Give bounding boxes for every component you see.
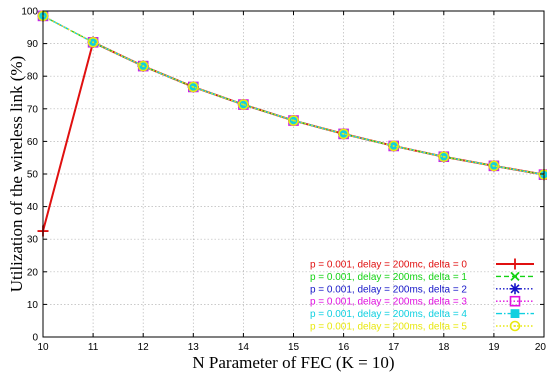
y-axis-label: Utilization of the wireless link (%) bbox=[7, 56, 26, 293]
y-tick-label: 60 bbox=[27, 137, 39, 148]
x-tick-label: 12 bbox=[138, 342, 150, 353]
y-tick-label: 10 bbox=[27, 300, 39, 311]
data-point-5 bbox=[488, 160, 500, 172]
x-tick-label: 17 bbox=[388, 342, 400, 353]
data-point-5 bbox=[87, 36, 99, 48]
legend-marker-center bbox=[514, 325, 516, 327]
series-2 bbox=[37, 10, 547, 181]
data-point-5-center bbox=[492, 164, 495, 167]
data-point-5 bbox=[238, 99, 249, 110]
legend-marker bbox=[510, 309, 520, 319]
data-point-5-center bbox=[142, 65, 145, 68]
data-point-5 bbox=[188, 81, 199, 93]
y-tick-label: 0 bbox=[32, 333, 38, 344]
x-tick-label: 18 bbox=[438, 342, 450, 353]
x-axis-label: N Parameter of FEC (K = 10) bbox=[192, 353, 394, 372]
legend-item-1: p = 0.001, delay = 200ms, delta = 1 bbox=[310, 271, 534, 283]
legend: p = 0.001, delay = 200mc, delta = 0p = 0… bbox=[310, 258, 534, 333]
y-tick-label: 20 bbox=[27, 267, 39, 278]
data-point-5-center bbox=[392, 144, 395, 147]
data-point-5-center bbox=[92, 41, 95, 44]
data-point-5 bbox=[438, 151, 450, 163]
x-tick-label: 11 bbox=[88, 342, 99, 353]
legend-label: p = 0.001, delay = 200ms, delta = 4 bbox=[310, 309, 467, 320]
series-3 bbox=[37, 10, 547, 180]
data-point-5-center bbox=[442, 155, 445, 158]
data-point-5-center bbox=[192, 85, 195, 88]
y-tick-label: 90 bbox=[27, 39, 39, 50]
x-tick-label: 14 bbox=[238, 342, 250, 353]
legend-marker bbox=[510, 271, 520, 282]
grid bbox=[43, 11, 544, 337]
legend-item-2: p = 0.001, delay = 200ms, delta = 2 bbox=[310, 283, 534, 295]
y-tick-label: 80 bbox=[27, 72, 39, 83]
x-tick-label: 10 bbox=[37, 342, 49, 353]
legend-marker bbox=[509, 295, 521, 307]
y-tick-label: 30 bbox=[27, 235, 39, 246]
y-tick-label: 50 bbox=[27, 170, 39, 181]
data-point-5 bbox=[338, 128, 349, 140]
data-point-5-center bbox=[292, 119, 295, 122]
y-tick-label: 100 bbox=[21, 7, 38, 18]
legend-item-3: p = 0.001, delay = 200ms, delta = 3 bbox=[310, 295, 534, 308]
legend-label: p = 0.001, delay = 200ms, delta = 5 bbox=[310, 322, 467, 333]
data-point-5-center bbox=[342, 132, 345, 135]
legend-label: p = 0.001, delay = 200ms, delta = 2 bbox=[310, 284, 467, 295]
legend-label: p = 0.001, delay = 200ms, delta = 3 bbox=[310, 297, 467, 308]
y-tick-label: 40 bbox=[27, 202, 39, 213]
x-tick-label: 15 bbox=[288, 342, 300, 353]
series-1 bbox=[38, 11, 547, 180]
x-tick-label: 13 bbox=[188, 342, 200, 353]
series-4 bbox=[38, 11, 547, 180]
series-5 bbox=[37, 10, 547, 180]
legend-marker bbox=[509, 283, 521, 295]
data-point-5-center bbox=[242, 103, 245, 106]
x-tick-label: 19 bbox=[488, 342, 500, 353]
legend-item-0: p = 0.001, delay = 200mc, delta = 0 bbox=[310, 258, 534, 271]
x-tick-label: 16 bbox=[338, 342, 350, 353]
plot-area bbox=[37, 10, 547, 237]
series-line-4 bbox=[42, 15, 545, 176]
data-point-5 bbox=[388, 140, 400, 152]
legend-item-5: p = 0.001, delay = 200ms, delta = 5 bbox=[310, 320, 534, 333]
x-tick-label: 20 bbox=[535, 342, 547, 353]
legend-label: p = 0.001, delay = 200ms, delta = 1 bbox=[310, 272, 467, 283]
legend-item-4: p = 0.001, delay = 200ms, delta = 4 bbox=[310, 309, 534, 320]
y-tick-label: 70 bbox=[27, 104, 39, 115]
legend-label: p = 0.001, delay = 200mc, delta = 0 bbox=[310, 260, 467, 271]
data-point-5 bbox=[288, 115, 299, 126]
data-point-5 bbox=[137, 60, 149, 72]
legend-marker bbox=[509, 258, 521, 270]
legend-marker bbox=[509, 320, 521, 332]
